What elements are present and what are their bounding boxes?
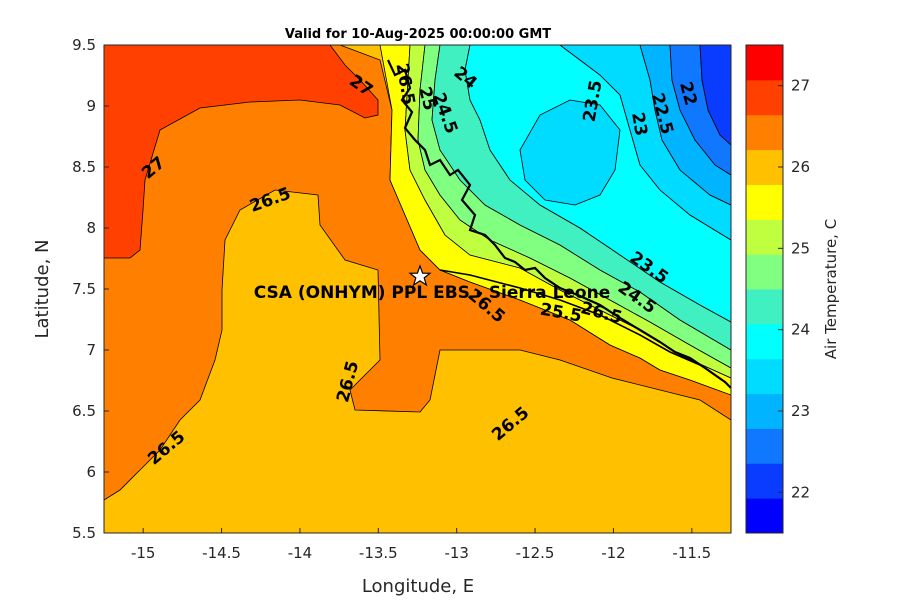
x-tick-label: -12 xyxy=(601,544,626,562)
y-tick-label: 8.5 xyxy=(72,158,96,176)
x-tick-label: -12.5 xyxy=(516,544,555,562)
colorbar-tick-label: 25 xyxy=(791,239,810,257)
colorbar-tick-label: 26 xyxy=(791,158,810,176)
y-tick-label: 5.5 xyxy=(72,524,96,542)
colorbar-swatch xyxy=(746,498,783,534)
y-tick-label: 9 xyxy=(86,97,96,115)
colorbar-frame xyxy=(745,44,784,534)
station-marker[interactable]: CSA (ONHYM) PPL EBS - Sierra Leone xyxy=(254,264,611,303)
x-tick-label: -13.5 xyxy=(359,544,398,562)
y-tick-label: 7 xyxy=(86,341,96,359)
colorbar-tick-label: 24 xyxy=(791,321,810,339)
colorbar-swatch xyxy=(746,114,783,151)
region-27-27.5 xyxy=(104,45,379,259)
y-tick-label: 7.5 xyxy=(72,280,96,298)
x-tick-label: -13 xyxy=(444,544,469,562)
colorbar-swatch xyxy=(746,149,783,185)
colorbar-label: Air Temperature, C xyxy=(822,219,840,359)
colorbar-swatch xyxy=(746,219,783,255)
x-axis-label: Longitude, E xyxy=(362,576,474,597)
colorbar-swatch xyxy=(746,45,783,81)
colorbar-tick-label: 22 xyxy=(791,483,810,501)
colorbar-swatch xyxy=(746,79,783,116)
y-axis: 5.5 6 6.5 7 7.5 8 8.5 9 9.5 xyxy=(72,36,109,542)
x-tick-label: -15 xyxy=(131,544,156,562)
x-axis: -15 -14.5 -14 -13.5 -13 -12.5 -12 -11.5 xyxy=(131,528,711,562)
star-icon xyxy=(408,264,432,287)
colorbar-swatch xyxy=(746,254,783,290)
colorbar-swatch xyxy=(746,463,783,499)
y-tick-label: 8 xyxy=(86,219,96,237)
x-tick-label: -14.5 xyxy=(202,544,241,562)
contour-label: 23 xyxy=(627,111,651,138)
colorbar-swatch xyxy=(746,184,783,220)
colorbar-swatch xyxy=(746,393,783,429)
y-axis-label: Latitude, N xyxy=(32,240,53,339)
x-tick-label: -14 xyxy=(288,544,313,562)
y-tick-label: 9.5 xyxy=(72,36,96,54)
coastline xyxy=(387,59,731,389)
y-tick-label: 6 xyxy=(86,463,96,481)
region-21.5-22 xyxy=(699,45,731,146)
y-tick-label: 6.5 xyxy=(72,402,96,420)
colorbar-swatch xyxy=(746,323,783,360)
colorbar-swatch xyxy=(746,358,783,395)
map-title: Valid for 10-Aug-2025 00:00:00 GMT xyxy=(285,27,551,42)
colorbar-tick-label: 27 xyxy=(791,77,810,95)
station-label: CSA (ONHYM) PPL EBS - Sierra Leone xyxy=(254,283,611,303)
coastline-offshore xyxy=(439,269,701,366)
colorbar-swatch xyxy=(746,289,783,325)
colorbar: 22 23 24 25 26 27 xyxy=(746,45,810,534)
colorbar-tick-label: 23 xyxy=(791,402,810,420)
colorbar-swatch xyxy=(746,428,783,464)
x-tick-label: -11.5 xyxy=(672,544,711,562)
